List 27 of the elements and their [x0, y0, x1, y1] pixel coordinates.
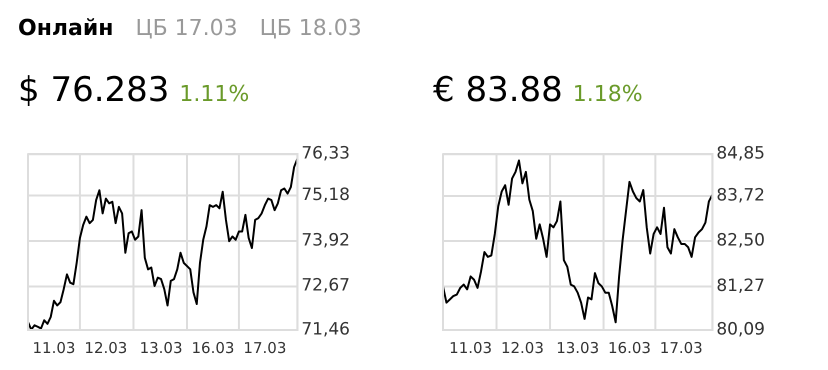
y-tick-label: 83,72 — [716, 185, 766, 206]
text: ЦБ 17.03 — [135, 16, 238, 40]
chart-subtitle: 1.18% — [572, 82, 643, 107]
y-tick-label: 80,09 — [716, 319, 766, 340]
y-tick-label: 84,85 — [716, 144, 766, 164]
x-tick-label: 16.03 — [608, 338, 651, 357]
x-tick-label: 12.03 — [500, 338, 544, 357]
y-tick-label: 72,67 — [301, 276, 350, 296]
x-tick-label: 11.03 — [32, 338, 76, 357]
chart-subtitle: 1.11% — [179, 82, 250, 107]
x-tick-label: 11.03 — [449, 338, 492, 357]
x-tick-label: 17.03 — [660, 338, 703, 357]
y-tick-label: 73,92 — [301, 230, 350, 251]
y-tick-label: 82,50 — [716, 230, 766, 250]
x-tick-label: 12.03 — [84, 338, 128, 357]
x-tick-label: 13.03 — [556, 338, 600, 357]
chart-title: € 83.88 — [433, 70, 563, 110]
chart-title: $ 76.283 — [18, 70, 170, 110]
y-tick-label: 75,18 — [301, 185, 350, 206]
x-tick-label: 17.03 — [243, 338, 286, 357]
y-tick-label: 76,33 — [301, 144, 350, 164]
x-tick-label: 13.03 — [140, 338, 183, 357]
y-tick-label: 71,46 — [301, 319, 350, 340]
y-tick-label: 81,27 — [716, 276, 766, 296]
x-tick-label: 16.03 — [191, 338, 234, 357]
text: ЦБ 18.03 — [260, 16, 362, 40]
text: Онлайн — [18, 16, 114, 40]
